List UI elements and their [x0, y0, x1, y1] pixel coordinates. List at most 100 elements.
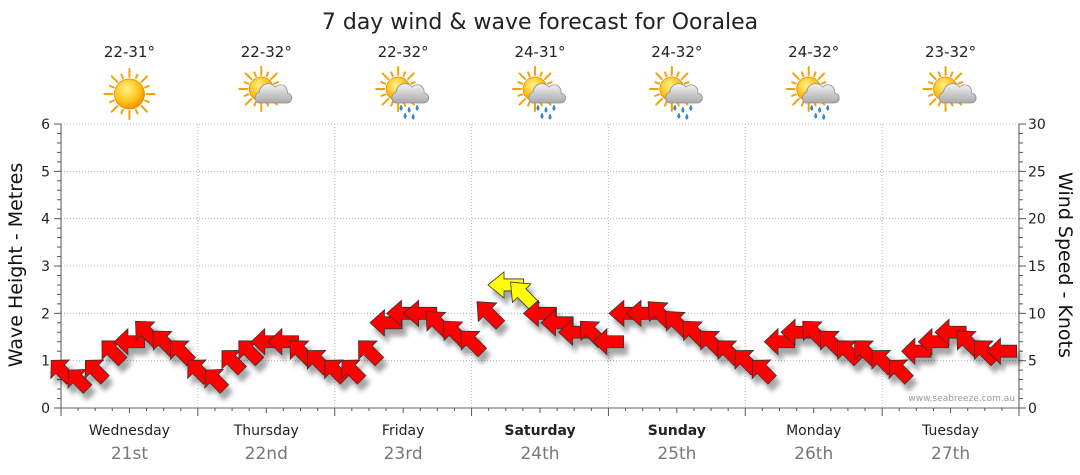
- left-tick-label: 2: [41, 306, 50, 322]
- right-tick-label: 10: [1028, 306, 1046, 322]
- left-y-axis: 0 1 2 3 4 5 6: [41, 117, 62, 417]
- grid: [61, 123, 1019, 409]
- sun-ray: [655, 72, 663, 81]
- rain-drop: [548, 113, 552, 120]
- wind-arrow: [986, 337, 1017, 366]
- wind-arrow: [934, 318, 967, 347]
- rain-drop: [540, 112, 544, 119]
- sun-ray: [683, 81, 690, 85]
- sun-ray: [954, 72, 963, 81]
- cloud-shape: [254, 83, 293, 104]
- showers-icon: [512, 66, 566, 120]
- showers-icon: [648, 66, 703, 120]
- day-label: Saturday: [504, 423, 575, 439]
- sun-ray: [517, 93, 524, 97]
- sun-ray: [792, 97, 800, 106]
- right-tick-label: 30: [1028, 117, 1046, 133]
- rain-drop: [403, 112, 407, 119]
- sun-ray: [800, 100, 805, 107]
- cloud-shape: [939, 83, 977, 104]
- sun-ray: [676, 71, 680, 78]
- wind-arrow: [84, 359, 110, 385]
- day-label: Friday: [382, 423, 424, 439]
- day-label: Tuesday: [921, 423, 979, 439]
- cloud-shape: [391, 83, 430, 104]
- rain-drop: [818, 106, 822, 113]
- partly-cloudy-icon: [922, 66, 977, 112]
- wind-arrow: [341, 359, 367, 385]
- wind-arrow: [267, 327, 299, 356]
- sun-ray: [929, 72, 937, 81]
- sun-ray: [791, 81, 797, 85]
- sun-ray: [527, 71, 531, 78]
- rain-drop: [673, 104, 677, 111]
- right-tick-label: 0: [1028, 401, 1037, 417]
- wind-arrow: [522, 299, 557, 328]
- sun-ray: [820, 81, 827, 85]
- cloud-shape: [528, 83, 566, 104]
- sun-ray: [253, 100, 257, 107]
- sun-ray: [407, 72, 415, 81]
- day-header: 22-31° 22-32° 22-32° 24-31° 24-32° 24-32° 23-3…: [103, 43, 977, 120]
- rain-drop: [689, 104, 693, 111]
- sun-ray: [109, 99, 115, 104]
- partly-cloudy-icon: [238, 66, 293, 112]
- sun-ray: [243, 81, 250, 85]
- left-axis-title: Wave Height - Metres: [5, 163, 27, 367]
- wind-arrow: [460, 330, 488, 358]
- rain-drop: [399, 104, 403, 111]
- rain-drop: [822, 113, 826, 120]
- date-label: 24th: [520, 444, 559, 464]
- date-label: 22nd: [245, 444, 288, 464]
- sun-ray: [937, 100, 942, 107]
- sun-ray: [134, 73, 139, 80]
- day-label: Monday: [786, 423, 841, 439]
- wind-arrow: [101, 340, 128, 367]
- sun-ray: [654, 81, 660, 85]
- right-tick-label: 15: [1028, 259, 1046, 275]
- sun-ray: [273, 81, 279, 85]
- sun-ray: [244, 72, 253, 81]
- temperature-label: 22-31°: [104, 43, 155, 61]
- sun-ray: [518, 97, 527, 106]
- left-tick-label: 6: [41, 117, 50, 133]
- rain-drop: [814, 112, 818, 119]
- sun-ray: [381, 97, 390, 106]
- left-tick-label: 3: [41, 259, 50, 275]
- rain-drop: [826, 104, 830, 111]
- left-tick-label: 1: [41, 354, 50, 370]
- wind-arrow: [204, 369, 230, 394]
- sun-ray: [243, 93, 250, 97]
- date-label: 26th: [794, 444, 833, 464]
- day-label: Sunday: [648, 423, 706, 439]
- cloud-shape: [665, 83, 703, 104]
- left-tick-label: 4: [41, 212, 50, 228]
- sun-ray: [957, 81, 964, 85]
- sun-ray: [140, 105, 149, 113]
- rain-drop: [411, 113, 415, 120]
- sun-ray: [110, 105, 119, 113]
- sun-ray: [813, 71, 817, 78]
- temperature-label: 24-31°: [514, 43, 565, 61]
- cloud-shape: [802, 83, 840, 104]
- wind-arrow: [510, 281, 541, 312]
- sun-ray: [539, 71, 543, 78]
- right-axis-title: Wind Speed - Knots: [1054, 172, 1076, 358]
- sun-ray: [120, 108, 124, 115]
- rain-drop: [415, 104, 419, 111]
- sun-disc: [114, 78, 145, 110]
- wind-arrow: [238, 340, 265, 367]
- wind-arrow: [358, 340, 385, 367]
- sun-ray: [380, 93, 387, 97]
- wind-arrow: [476, 301, 506, 330]
- sun-ray: [140, 75, 149, 83]
- rain-drop: [544, 106, 548, 113]
- showers-icon: [375, 66, 430, 120]
- sun-ray: [402, 71, 407, 78]
- date-label: 25th: [657, 444, 696, 464]
- sun-ray: [134, 108, 139, 115]
- date-label: 21st: [111, 444, 148, 464]
- watermark: www.seabreeze.com.au: [908, 394, 1015, 404]
- wind-arrow: [888, 359, 914, 385]
